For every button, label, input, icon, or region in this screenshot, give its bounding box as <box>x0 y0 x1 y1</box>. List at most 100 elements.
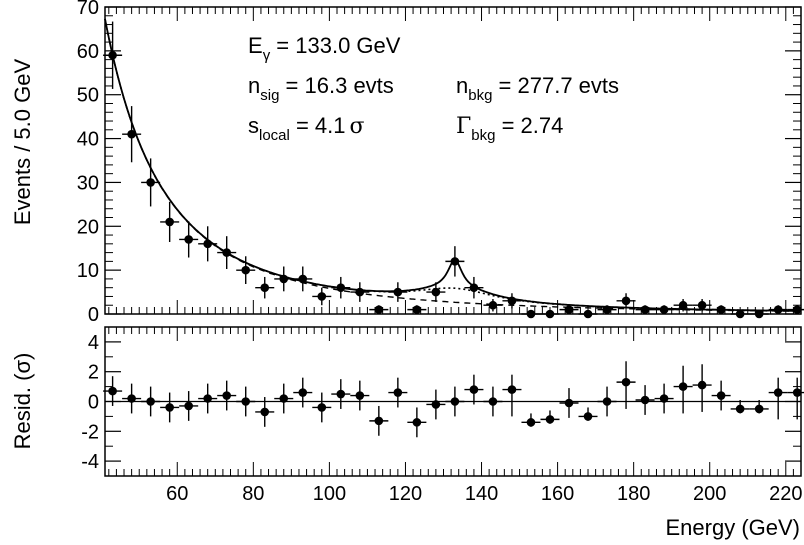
data-marker <box>146 397 155 406</box>
data-marker <box>450 397 460 406</box>
residual-y-tick-label: 2 <box>88 362 99 384</box>
residual-data-point <box>293 377 313 408</box>
residual-data-point <box>236 386 256 417</box>
data-marker <box>640 305 650 314</box>
main-data-point <box>217 236 237 270</box>
residual-data-point <box>521 413 541 427</box>
data-marker <box>564 398 574 408</box>
main-y-tick-label: 30 <box>77 172 99 194</box>
data-marker <box>602 397 612 406</box>
main-y-tick-label: 60 <box>77 41 99 63</box>
data-marker <box>165 217 174 227</box>
data-marker <box>526 309 536 319</box>
residual-data-point <box>749 400 769 414</box>
residual-data-point <box>426 389 446 420</box>
x-tick-label: 80 <box>242 483 264 505</box>
data-marker <box>450 257 460 266</box>
x-tick-label: 220 <box>769 483 802 505</box>
main-data-point <box>198 226 218 262</box>
data-marker <box>241 397 251 406</box>
data-marker <box>583 412 593 421</box>
data-marker <box>678 382 688 391</box>
main-data-point <box>749 309 769 319</box>
residual-data-point <box>654 383 674 414</box>
data-marker <box>298 274 308 284</box>
data-marker <box>431 287 441 297</box>
data-marker <box>564 305 574 314</box>
residual-data-point <box>331 379 351 409</box>
data-marker <box>545 415 555 424</box>
residual-data-point <box>483 386 503 417</box>
main-data-point <box>255 276 275 299</box>
data-marker <box>412 418 422 427</box>
main-data-point <box>673 299 693 312</box>
main-data-point <box>103 21 123 89</box>
residual-data-point <box>768 377 788 420</box>
total-fit-curve-solid <box>104 18 801 312</box>
residual-axis-ticks: 60 80 100 120 140 160 180 200 220 -4 -2 0 2 4 <box>81 326 802 505</box>
residual-data-point <box>597 386 617 417</box>
residual-data-point <box>578 407 598 421</box>
annotation-n-background: nbkg = 277.7 evts <box>456 73 619 104</box>
main-data-point <box>141 158 161 207</box>
data-marker <box>165 403 174 412</box>
residual-data-point <box>559 388 579 418</box>
data-marker <box>203 239 212 249</box>
data-marker <box>754 309 764 319</box>
main-data-point <box>331 276 351 299</box>
data-marker <box>355 391 365 400</box>
main-y-tick-label: 40 <box>77 129 99 151</box>
residual-data-point <box>350 380 370 411</box>
residual-y-tick-label: -4 <box>81 451 99 473</box>
data-marker <box>298 388 308 397</box>
main-axis-ticks: 0 10 20 30 40 50 60 70 <box>77 0 802 326</box>
data-marker <box>260 283 270 292</box>
annotation-background-width: Γbkg = 2.74 <box>456 113 563 144</box>
data-marker <box>469 283 479 292</box>
residual-data-point <box>464 374 484 405</box>
main-data-point <box>578 309 598 319</box>
main-y-tick-label: 10 <box>77 260 99 282</box>
data-marker <box>792 388 802 397</box>
x-tick-label: 100 <box>313 483 346 505</box>
data-marker <box>659 394 669 403</box>
main-data-points <box>103 21 804 319</box>
data-marker <box>678 300 688 310</box>
data-marker <box>754 404 764 414</box>
data-marker <box>393 388 403 397</box>
residual-data-points <box>103 361 804 438</box>
x-tick-label: 60 <box>166 483 188 505</box>
residual-data-point <box>274 383 294 414</box>
residual-data-point <box>502 374 522 417</box>
residual-data-point <box>312 392 332 423</box>
data-marker <box>773 388 783 397</box>
residual-y-axis-title: Resid. (σ) <box>10 353 35 450</box>
residual-data-point <box>369 405 389 436</box>
residual-data-point <box>255 397 275 427</box>
residual-data-point <box>103 376 123 406</box>
main-plot-frame <box>104 6 802 315</box>
main-data-point <box>483 299 503 312</box>
main-data-point <box>388 282 408 302</box>
main-data-point <box>407 305 427 314</box>
data-marker <box>488 397 498 406</box>
main-data-point <box>692 299 712 312</box>
main-data-point <box>464 276 484 299</box>
main-data-point <box>730 309 750 319</box>
data-marker <box>507 385 517 394</box>
data-marker <box>621 296 631 306</box>
residual-data-point <box>635 385 655 415</box>
main-y-tick-label: 70 <box>77 0 99 19</box>
main-data-point <box>179 221 199 258</box>
main-data-point <box>312 287 332 306</box>
data-marker <box>241 265 251 275</box>
data-marker <box>507 296 517 306</box>
main-data-point <box>654 305 674 314</box>
x-tick-label: 160 <box>541 483 574 505</box>
main-data-point <box>597 305 617 314</box>
data-marker <box>260 407 270 417</box>
residual-data-point <box>540 410 560 424</box>
main-y-tick-label: 20 <box>77 216 99 238</box>
data-marker <box>108 386 117 396</box>
background-fit-curve-dashed <box>104 19 801 312</box>
